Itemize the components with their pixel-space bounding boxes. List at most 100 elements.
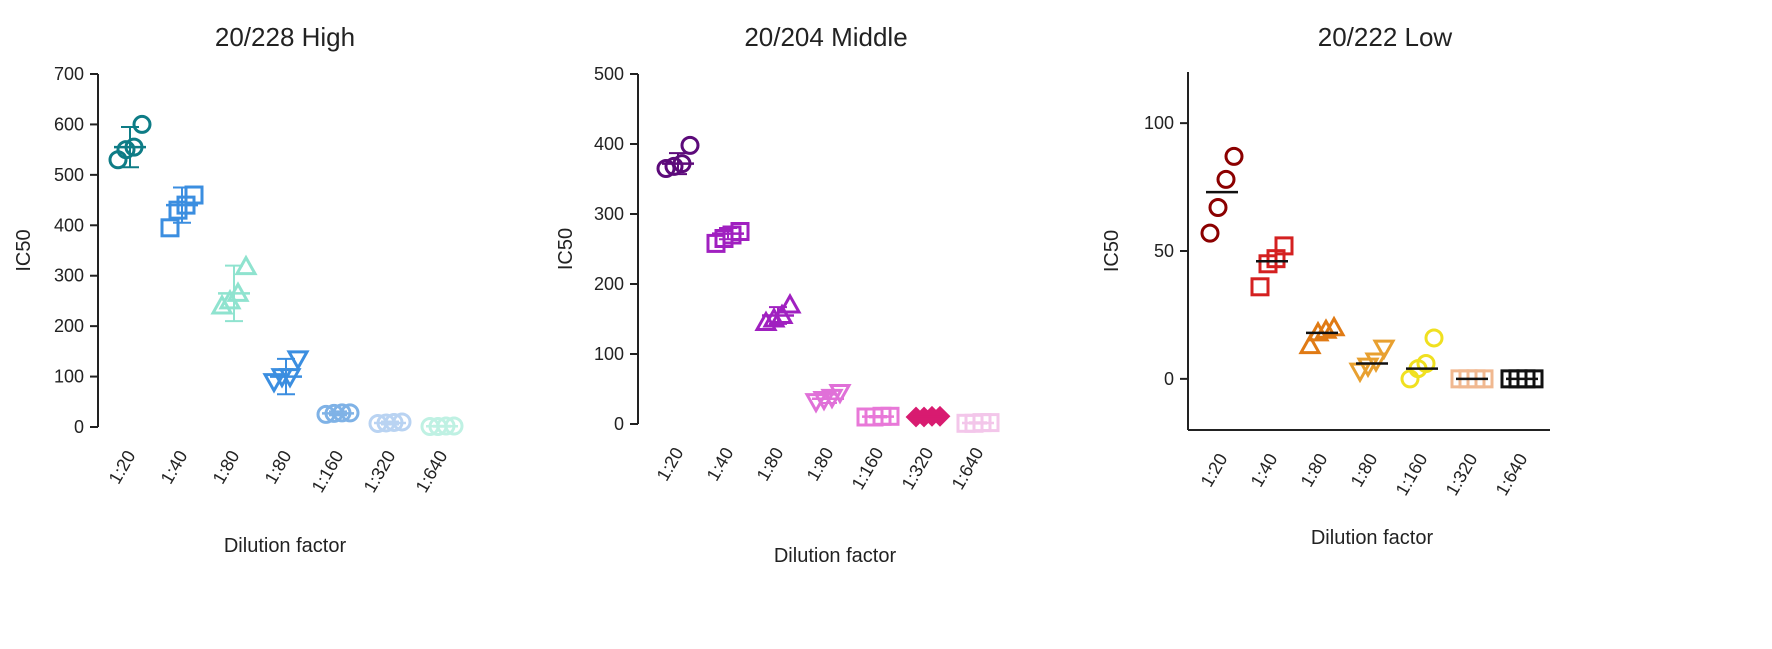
panel-0-category-label-5: 1:320: [360, 447, 400, 496]
panel-0-group-1-point-3: [184, 185, 204, 205]
panel-0-ytick-label-0: 0: [74, 417, 84, 437]
panel-2-group-4: 1:160: [1392, 328, 1444, 499]
panel-1-category-label-5: 1:320: [898, 444, 938, 493]
panel-1-group-0-point-3: [680, 135, 700, 155]
panel-1-category-label-6: 1:640: [948, 444, 988, 493]
panel-0: 20/228 High 0 100 200 300 400 500 600 700 IC50 Dil…: [13, 22, 464, 557]
panel-2-title: 20/222 Low: [1318, 22, 1453, 52]
panel-0-group-2-point-0: [210, 293, 234, 315]
panel-1-group-0-point-1: [664, 156, 684, 176]
panel-0-title: 20/228 High: [215, 22, 355, 52]
panel-2-group-2-point-3: [1322, 315, 1346, 337]
panel-0-ytick-label-3: 300: [54, 266, 84, 286]
panel-1-group-2: 1:80: [753, 292, 802, 484]
panel-2-group-3-point-3: [1372, 339, 1396, 361]
panel-0-category-label-4: 1:160: [308, 447, 348, 496]
panel-1-category-label-2: 1:80: [753, 444, 788, 484]
panel-1-ylabel: IC50: [555, 228, 577, 270]
panel-2-ytick-label-0: 0: [1164, 369, 1174, 389]
panel-2-group-4-point-2: [1416, 354, 1436, 374]
panel-2-group-0-point-3: [1224, 146, 1244, 166]
panel-1-ytick-label-0: 0: [614, 414, 624, 434]
panel-0-ytick-label-7: 700: [54, 64, 84, 84]
panel-2-group-1: 1:40: [1247, 236, 1294, 490]
panel-2-group-3-point-2: [1364, 352, 1388, 374]
panel-1-group-1: 1:40: [703, 222, 750, 484]
panel-2-ytick-label-2: 100: [1144, 113, 1174, 133]
panel-0-xlabel: Dilution factor: [224, 535, 347, 557]
panel-0-ytick-label-1: 100: [54, 367, 84, 387]
panel-0-group-4: 1:160: [308, 403, 360, 496]
panel-0-category-label-1: 1:40: [157, 447, 192, 487]
panel-1-ytick-label-2: 200: [594, 274, 624, 294]
panel-1-title: 20/204 Middle: [744, 22, 907, 52]
panel-0-ytick-label-4: 400: [54, 215, 84, 235]
panel-2-ytick-label-1: 50: [1154, 241, 1174, 261]
panel-2-group-2-point-2: [1314, 318, 1338, 339]
panel-1-group-4: 1:160: [848, 406, 900, 493]
panel-1-group-2-point-1: [762, 306, 786, 328]
panel-1-group-2-point-0: [754, 310, 778, 331]
panel-0-category-label-6: 1:640: [412, 447, 452, 496]
panel-2-category-label-6: 1:640: [1492, 450, 1532, 499]
panel-1-ytick-label-3: 300: [594, 204, 624, 224]
panel-2-group-1-point-3: [1274, 236, 1294, 256]
panel-2-ylabel: IC50: [1101, 230, 1123, 272]
panel-0-group-3-point-3: [286, 350, 310, 371]
panel-2-group-4-point-3: [1424, 328, 1444, 348]
panel-0-ytick-label-5: 500: [54, 165, 84, 185]
panel-0-ylabel: IC50: [13, 229, 35, 271]
panel-0-ytick-label-6: 600: [54, 114, 84, 134]
panel-1-ytick-label-5: 500: [594, 64, 624, 84]
panel-1-category-label-1: 1:40: [703, 444, 738, 484]
panel-0-group-1: 1:40: [157, 185, 204, 487]
panel-2-category-label-1: 1:40: [1247, 450, 1282, 490]
panel-1-xlabel: Dilution factor: [774, 545, 897, 567]
panel-2-category-label-4: 1:160: [1392, 450, 1432, 499]
panel-2-category-label-2: 1:80: [1297, 450, 1332, 490]
panel-1-group-0: 1:20: [653, 135, 700, 484]
panel-1-category-label-4: 1:160: [848, 444, 888, 493]
panel-1-group-1-point-3: [730, 222, 750, 241]
panel-1-group-3: 1:80: [803, 384, 852, 484]
panel-2-group-0-point-0: [1200, 223, 1220, 243]
panel-2-group-0-point-2: [1216, 169, 1236, 189]
panel-0-category-label-2: 1:80: [209, 447, 244, 487]
panel-1-ytick-label-1: 100: [594, 344, 624, 364]
panel-0-group-0-point-3: [132, 114, 152, 134]
panel-0-group-0-point-1: [116, 140, 136, 160]
panel-1-group-3-point-3: [828, 384, 852, 405]
panel-1-category-label-0: 1:20: [653, 444, 688, 484]
panel-0-category-label-0: 1:20: [105, 447, 140, 487]
panel-2: 20/222 Low 0 50 100 IC50 Dilution factor 1:20 1…: [1101, 22, 1550, 549]
panel-2-group-2-point-0: [1298, 333, 1322, 355]
panel-2-group-0: 1:20: [1197, 146, 1244, 490]
panel-0-group-6: 1:640: [412, 416, 464, 496]
panel-2-category-label-5: 1:320: [1442, 450, 1482, 499]
panel-0-group-5: 1:320: [360, 412, 412, 496]
panel-2-group-6: 1:640: [1492, 369, 1544, 499]
panel-2-group-3-point-1: [1356, 357, 1380, 379]
panel-1-group-2-point-3: [778, 292, 802, 314]
panel-2-group-0-point-1: [1208, 198, 1228, 218]
panel-2-group-2: 1:80: [1297, 315, 1346, 490]
panel-1-category-label-3: 1:80: [803, 444, 838, 484]
panel-0-group-1-point-0: [160, 218, 180, 238]
panel-2-group-1-point-0: [1250, 277, 1270, 297]
panel-1-ytick-label-4: 400: [594, 134, 624, 154]
panel-0-ytick-label-2: 200: [54, 316, 84, 336]
panel-1-group-5: 1:320: [898, 405, 951, 493]
panel-0-group-3: 1:80: [261, 350, 310, 487]
panel-2-category-label-0: 1:20: [1197, 450, 1232, 490]
panel-2-xlabel: Dilution factor: [1311, 527, 1434, 549]
panel-0-group-2-point-3: [234, 254, 258, 276]
panel-2-category-label-3: 1:80: [1347, 450, 1382, 490]
panel-0-group-0: 1:20: [105, 114, 152, 487]
panel-2-group-3: 1:80: [1347, 339, 1396, 490]
panel-2-group-5: 1:320: [1442, 369, 1494, 499]
panel-0-group-3-point-0: [262, 373, 286, 394]
panel-0-category-label-3: 1:80: [261, 447, 296, 487]
panel-0-group-2: 1:80: [209, 254, 258, 487]
panel-1-group-6: 1:640: [948, 413, 1000, 493]
